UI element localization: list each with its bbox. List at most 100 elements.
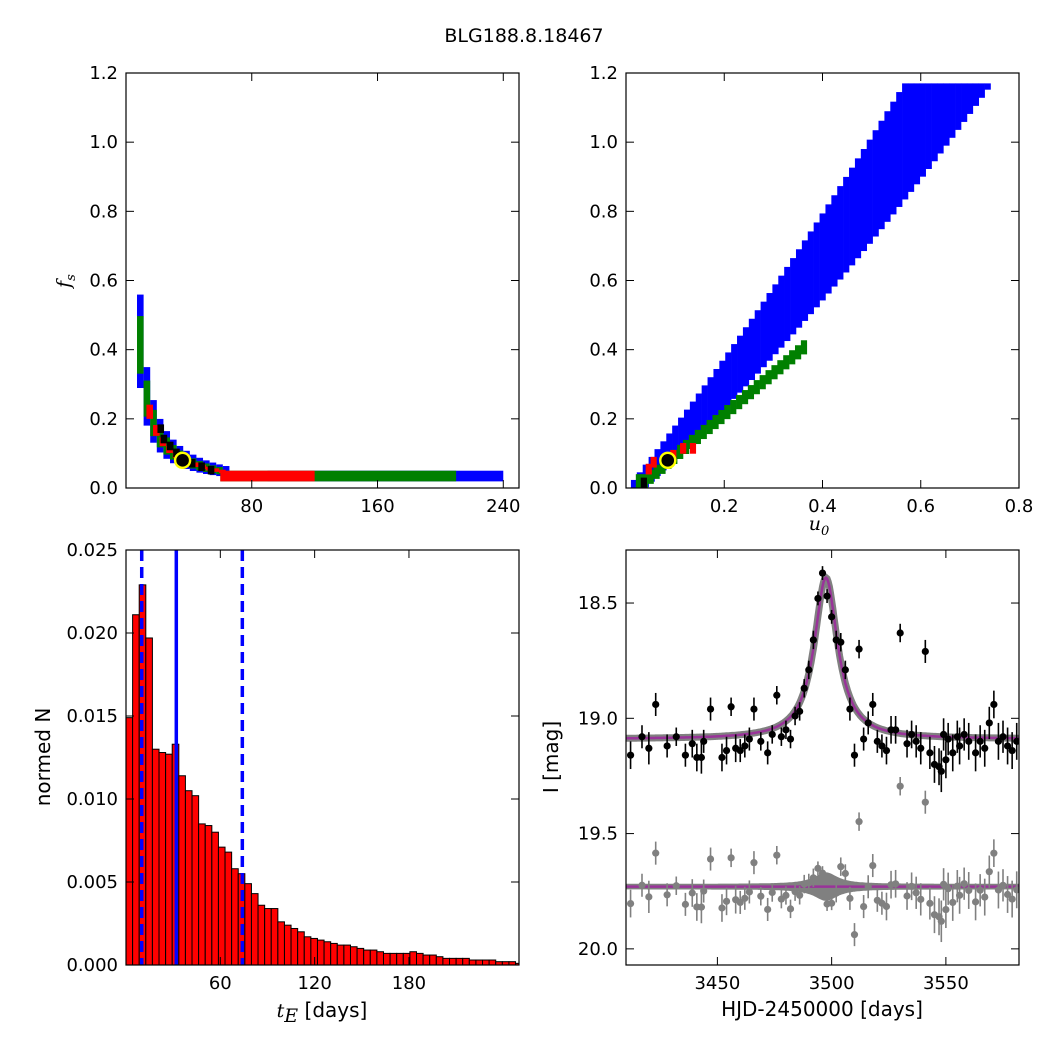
data-point [750, 705, 758, 713]
histogram-bar [409, 951, 418, 966]
plot-frame [625, 549, 1020, 966]
data-point [878, 742, 886, 750]
residual-point [896, 782, 904, 790]
sigma4-cell [742, 327, 750, 387]
sigma4-cell [878, 120, 885, 230]
histogram-bar [449, 957, 457, 966]
residual-point [855, 818, 863, 826]
x-axis-label: u0 [809, 513, 830, 539]
sigma4-cell [854, 158, 862, 259]
residual-point [999, 881, 1007, 889]
y-tick-label: 0.0 [589, 478, 618, 499]
histogram-bar [349, 946, 358, 966]
data-point [741, 742, 749, 750]
data-point [873, 737, 881, 745]
sigma1-cell [173, 448, 180, 458]
residual-point [697, 903, 706, 911]
data-point [869, 700, 877, 709]
histogram-bar [303, 936, 312, 966]
histogram-bar [462, 957, 470, 966]
data-point [841, 666, 849, 674]
data-point [837, 638, 845, 646]
sigma1-cell [157, 424, 165, 433]
residual-point [1013, 886, 1019, 894]
histogram-bar [290, 927, 299, 966]
data-point [1008, 746, 1016, 755]
sigma3-cell [635, 474, 643, 489]
histogram-bar [250, 893, 259, 966]
sigma3-cell [794, 345, 802, 360]
x-axis-label-sub: 0 [821, 524, 829, 539]
residual-point [841, 869, 849, 878]
sigma2-cell [146, 404, 154, 419]
data-point [999, 733, 1007, 741]
sigma4-cell [813, 222, 820, 308]
data-point [917, 744, 925, 752]
data-point [965, 737, 973, 745]
data-point [912, 737, 920, 745]
histogram-bar [468, 959, 477, 966]
sigma3-cell [771, 365, 778, 380]
y-axis-label-sub: s [64, 274, 79, 281]
data-point [663, 742, 671, 750]
sigma4-cell [672, 425, 679, 459]
residual-point [663, 891, 671, 899]
sigma4-cell [961, 83, 968, 122]
residual-point [937, 917, 945, 925]
sigma4-cell [931, 83, 938, 162]
residual-point [837, 863, 845, 871]
sigma4-cell [737, 335, 744, 393]
residual-point [976, 886, 984, 894]
data-point [990, 700, 998, 709]
histogram-bar [270, 908, 279, 966]
residual-point [745, 888, 753, 896]
data-point [786, 735, 795, 743]
data-point [823, 592, 831, 600]
x-tick-label: 60 [209, 973, 232, 994]
sigma3-cell [688, 434, 696, 450]
panel-fs-vs-te: 80 160 240 0.0 0.2 0.4 0.6 0.8 1.0 1.2 fs [53, 63, 520, 517]
y-tick-label: 1.2 [589, 63, 618, 84]
data-point [942, 756, 950, 764]
sigma2-cell [192, 462, 200, 468]
data-point [926, 749, 934, 757]
residual-point [757, 892, 765, 900]
data-point [937, 767, 945, 775]
residual-point [828, 899, 836, 907]
data-point [860, 735, 868, 743]
sigma3-cell [783, 355, 790, 370]
y-tick-label: 0.6 [589, 271, 618, 292]
sigma3-cell [789, 350, 796, 365]
sigma4-cell [872, 130, 879, 237]
panel-light-curve: 3450 3500 3550 18.5 19.0 19.5 20.0 I [mag] HJD-2… [539, 549, 1020, 1021]
data-point [971, 749, 980, 757]
histogram-bar [323, 941, 332, 966]
sigma2-cell [212, 468, 220, 472]
y-tick-label: 19.5 [578, 824, 618, 845]
sigma4-cell [713, 368, 720, 418]
x-axis-label: tE [days] [277, 998, 368, 1027]
residual-point [652, 849, 660, 857]
sigma3-cell [747, 385, 755, 400]
data-point [700, 737, 708, 745]
data-point [814, 594, 822, 603]
sigma3-cell [653, 464, 660, 479]
residual-point [700, 887, 708, 895]
data-point [791, 712, 799, 720]
data-point [697, 753, 706, 762]
y-axis-label: I [mag] [539, 721, 563, 793]
sigma4-cell [860, 149, 868, 252]
sigma4-cell [937, 83, 944, 154]
sigma3-cell [718, 409, 725, 425]
histogram-bar [158, 752, 167, 966]
data-point [976, 737, 984, 745]
sigma2-cell [220, 470, 315, 482]
histogram-bar [422, 954, 431, 966]
sigma4-cell [630, 479, 638, 489]
sigma4-cell [866, 139, 873, 244]
sigma4-cell [884, 111, 891, 222]
residual-point [926, 899, 934, 907]
data-point [706, 705, 715, 713]
sigma4-cell [766, 293, 773, 361]
panel-fs-vs-u0: 0.2 0.4 0.6 0.8 0.0 0.2 0.4 0.6 0.8 1.0 1.2 u0 [589, 63, 1033, 539]
